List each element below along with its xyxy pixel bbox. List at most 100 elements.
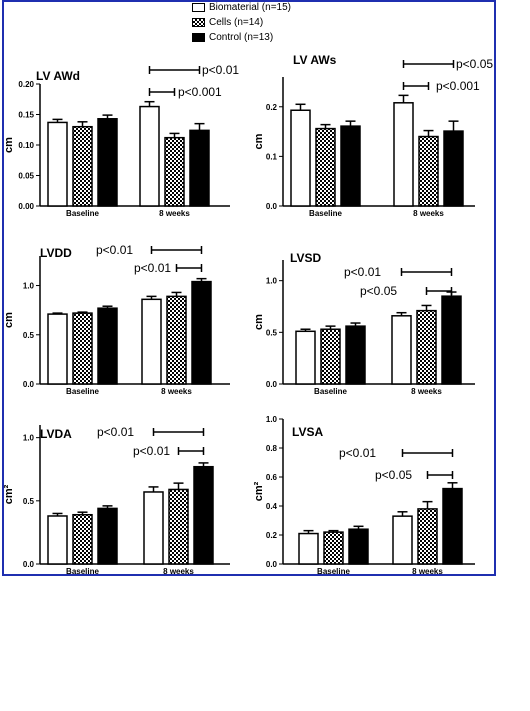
significance-label: p<0.01 xyxy=(133,444,170,458)
chart-panel-3: LVDD cm 0.0 0.5 1.0 Baseline 8 weeks p<0.01p<0.… xyxy=(3,243,230,396)
y-axis-label: cm xyxy=(3,312,15,328)
bar xyxy=(418,135,439,207)
bar xyxy=(47,121,68,207)
x-tick-label: 8 weeks xyxy=(413,209,444,218)
legend-swatch-checker xyxy=(192,18,205,27)
y-tick-label: 0.2 xyxy=(266,531,278,540)
x-tick-label: 8 weeks xyxy=(161,387,192,396)
legend: Biomaterial (n=15) Cells (n=14) Control … xyxy=(192,2,392,44)
y-tick-label: 1.0 xyxy=(266,277,278,286)
bar xyxy=(97,118,118,207)
y-tick-label: 0.0 xyxy=(23,560,35,569)
x-tick-label: Baseline xyxy=(66,567,99,576)
bar xyxy=(290,109,311,207)
bar xyxy=(441,295,462,385)
y-tick-label: 0.05 xyxy=(18,172,34,181)
y-axis-label: cm xyxy=(253,314,265,330)
bar xyxy=(315,127,336,207)
x-tick-label: 8 weeks xyxy=(159,209,190,218)
chart-panel-5: LVDA cm² 0.0 0.5 1.0 Baseline 8 weeks p<0.01 p<0… xyxy=(3,425,230,576)
bar xyxy=(417,508,438,565)
bar xyxy=(416,309,437,385)
bar xyxy=(72,312,93,385)
y-tick-label: 0.5 xyxy=(266,328,278,337)
y-axis-label: cm² xyxy=(3,484,15,504)
bar xyxy=(72,513,93,565)
bar xyxy=(298,532,319,565)
y-tick-label: 1.0 xyxy=(23,282,35,291)
y-tick-label: 0.5 xyxy=(23,497,35,506)
chart-panel-2: LV AWs cm 0.0 0.1 0.2 Baseline 8 weeks p<0.05 p<… xyxy=(253,53,493,218)
y-axis-label: cm xyxy=(253,133,265,149)
bar xyxy=(141,298,162,385)
y-tick-label: 0.6 xyxy=(266,473,278,482)
y-tick-label: 1.0 xyxy=(266,415,278,424)
bar xyxy=(164,136,185,207)
y-tick-label: 0.5 xyxy=(23,331,35,340)
y-tick-label: 1.0 xyxy=(23,434,35,443)
y-tick-label: 0.15 xyxy=(18,111,34,120)
x-tick-label: Baseline xyxy=(309,209,342,218)
bar xyxy=(340,125,361,207)
chart-title: LVSD xyxy=(290,251,321,265)
y-tick-label: 0.0 xyxy=(266,380,278,389)
y-axis-label: cm xyxy=(3,137,15,153)
y-tick-label: 0.00 xyxy=(18,202,34,211)
significance-label: p<0.01 xyxy=(97,425,134,439)
significance-label: p<0.01 xyxy=(202,63,239,77)
y-tick-label: 0.0 xyxy=(23,380,35,389)
bar xyxy=(47,313,68,385)
chart-title: LV AWd xyxy=(36,69,80,83)
y-tick-label: 0.1 xyxy=(266,152,278,161)
significance-label: p<0.01 xyxy=(134,261,171,275)
y-tick-label: 0.2 xyxy=(266,103,278,112)
legend-label: Cells (n=14) xyxy=(209,17,264,28)
bar xyxy=(345,325,366,385)
significance-label: p<0.01 xyxy=(96,243,133,257)
bar xyxy=(191,280,212,385)
significance-label: p<0.001 xyxy=(178,85,222,99)
y-axis-label: cm² xyxy=(253,481,265,501)
bar xyxy=(168,488,189,565)
bar xyxy=(139,105,160,207)
y-tick-label: 0.10 xyxy=(18,141,34,150)
chart-title: LVSA xyxy=(292,425,323,439)
x-tick-label: 8 weeks xyxy=(163,567,194,576)
bar xyxy=(166,295,187,385)
bar xyxy=(391,315,412,385)
bar xyxy=(348,528,369,565)
significance-label: p<0.001 xyxy=(436,79,480,93)
chart-title: LVDD xyxy=(40,246,72,260)
bar xyxy=(392,515,413,565)
significance-label: p<0.05 xyxy=(456,57,493,71)
y-tick-label: 0.8 xyxy=(266,444,278,453)
y-tick-label: 0.20 xyxy=(18,80,34,89)
bar xyxy=(97,307,118,385)
chart-panel-6: LVSA cm² 0.0 0.2 0.4 0.6 0.8 1.0 Baseline 8 weeks… xyxy=(253,415,475,576)
bar xyxy=(97,507,118,565)
x-tick-label: Baseline xyxy=(314,387,347,396)
bar xyxy=(189,129,210,207)
bar xyxy=(393,102,414,207)
y-tick-label: 0.4 xyxy=(266,502,278,511)
legend-label: Biomaterial (n=15) xyxy=(209,2,291,13)
legend-swatch-white xyxy=(192,3,205,12)
bar xyxy=(320,328,341,385)
legend-swatch-black xyxy=(192,33,205,42)
significance-label: p<0.01 xyxy=(344,265,381,279)
bar xyxy=(443,130,464,207)
significance-label: p<0.05 xyxy=(360,284,397,298)
legend-label: Control (n=13) xyxy=(209,32,274,43)
y-tick-label: 0.0 xyxy=(266,560,278,569)
y-tick-label: 0.0 xyxy=(266,202,278,211)
x-tick-label: Baseline xyxy=(317,567,350,576)
significance-label: p<0.01 xyxy=(339,446,376,460)
bar xyxy=(143,491,164,565)
bar xyxy=(72,125,93,207)
x-tick-label: Baseline xyxy=(66,209,99,218)
bar xyxy=(295,330,316,385)
x-tick-label: 8 weeks xyxy=(412,567,443,576)
figure-frame xyxy=(2,0,496,576)
x-tick-label: Baseline xyxy=(66,387,99,396)
